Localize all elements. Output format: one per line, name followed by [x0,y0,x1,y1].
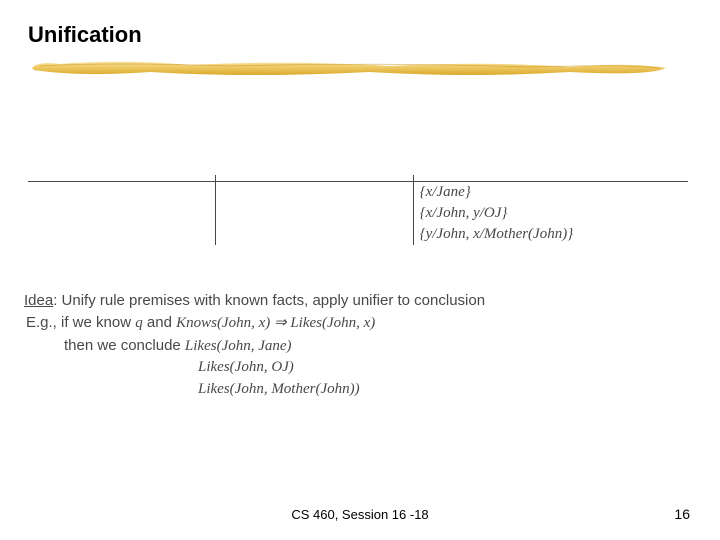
idea-line-2: E.g., if we know q and Knows(John, x) ⇒ … [26,312,694,335]
table-header-cell [215,175,413,181]
table-cell: {y/John, x/Mother(John)} [413,224,688,245]
idea-line-1: Idea: Unify rule premises with known fac… [24,290,694,312]
conclusion-block: Likes(John, OJ) Likes(John, Mother(John)… [198,357,694,401]
eg-prefix: E.g., if we know [26,314,135,331]
conclusion-line: Likes(John, Mother(John)) [198,379,694,401]
eg-premise: Knows(John, x) ⇒ Likes(John, x) [176,315,375,331]
table-row: {x/Jane} [28,182,688,203]
idea-block: Idea: Unify rule premises with known fac… [24,290,694,401]
table-header-cell [28,175,215,181]
unification-table: {x/Jane} {x/John, y/OJ} {y/John, x/Mothe… [28,175,688,245]
table-header-cell [413,175,688,181]
slide-title: Unification [28,22,142,48]
table-row: {x/John, y/OJ} [28,203,688,224]
idea-text: : Unify rule premises with known facts, … [53,292,485,309]
footer-text: CS 460, Session 16 -18 [0,507,720,522]
table-cell [28,203,215,224]
table-header-row [28,175,688,181]
page-number: 16 [674,506,690,522]
brush-underline [30,58,670,80]
table-cell [215,224,413,245]
table-row: {y/John, x/Mother(John)} [28,224,688,245]
table-cell [28,182,215,203]
table-cell [28,224,215,245]
table-cell [215,203,413,224]
idea-label: Idea [24,292,53,309]
eg-q: q [135,315,143,331]
conclusion-line: Likes(John, OJ) [198,357,694,379]
then-text: then we conclude [64,337,185,354]
table-cell: {x/Jane} [413,182,688,203]
conclusion-line: Likes(John, Jane) [185,338,292,354]
table-cell: {x/John, y/OJ} [413,203,688,224]
idea-line-3: then we conclude Likes(John, Jane) [64,335,694,358]
eg-mid: and [143,314,176,331]
table-cell [215,182,413,203]
